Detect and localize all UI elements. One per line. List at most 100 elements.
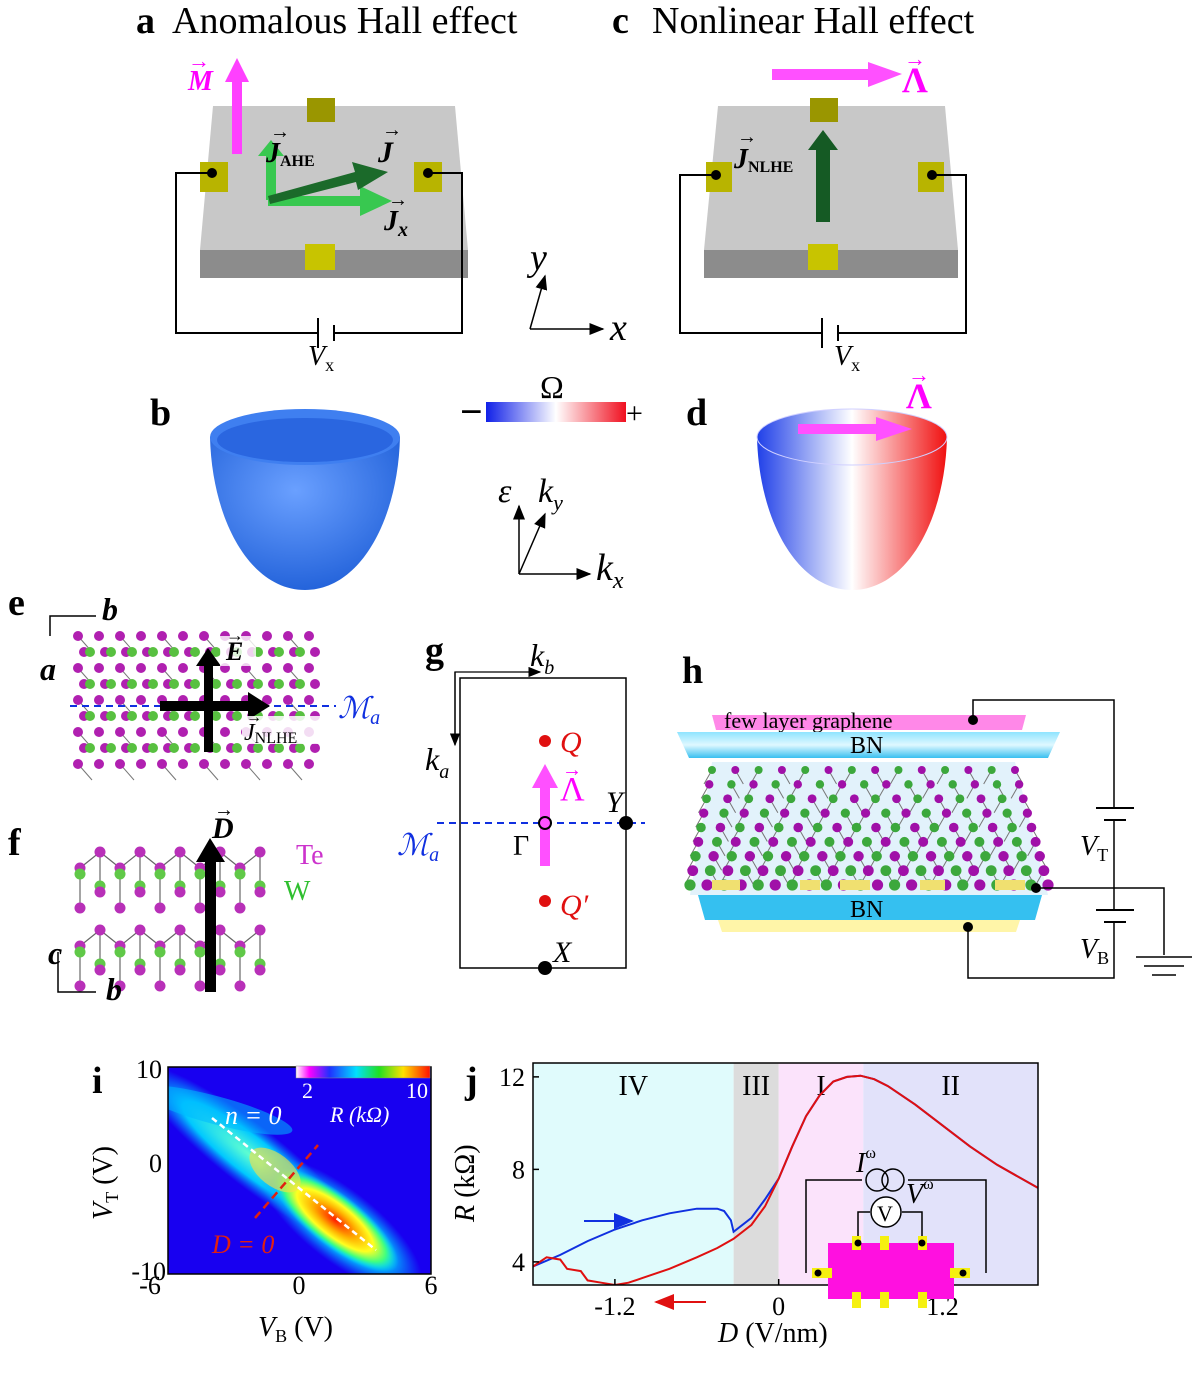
w-atom [936,836,947,847]
te-atom [234,902,246,914]
te-atom [94,886,106,898]
jahe-arrow-head [258,140,284,156]
te-atom [687,865,699,877]
jnlhe-arrow-head [248,692,270,720]
w-atom [894,766,903,774]
w-atom [907,851,919,862]
jnlhe-arrow [816,146,830,222]
te-atom [174,964,186,976]
ky-sub: y [551,490,563,515]
lambda-label: Λ [902,60,928,100]
probe-dot [959,1269,967,1277]
w-atom [771,780,780,789]
te-atom [194,902,206,914]
te-atom [115,631,125,641]
vx-sub: x [325,355,334,375]
w-atom [169,647,179,657]
svg-text:Vx: Vx [834,341,860,375]
graphene-layer [712,715,1026,730]
w-atom [727,780,736,789]
circuit-wire [857,1211,870,1243]
te-atom [722,865,734,877]
te-atom [254,886,266,898]
te-atom [73,631,83,641]
w-atom [948,780,957,789]
w-atom [702,794,711,804]
te-atom [234,980,246,992]
x-axis-label: V [258,1312,278,1343]
te-atom [964,766,973,774]
w-atom [1007,822,1017,833]
jnlhe-arrow-head [808,130,838,150]
w-atom [859,780,869,789]
circuit-wire [175,172,318,334]
omega-gradient [486,402,626,422]
kx-label: k [596,547,614,589]
region-IV [533,1063,734,1285]
circuit-wire [908,1179,987,1273]
jahe-sub: AHE [280,153,315,170]
te-atom [933,865,944,877]
red-curve [533,1074,1038,1285]
vector-arrow-icon: → [562,759,582,781]
b-axis-label: b [102,591,118,627]
te-atom [765,794,775,804]
ka-sub: a [439,761,449,783]
w-atom [815,780,825,789]
te-atom [157,631,167,641]
axes-k: ε ky kx [498,473,624,594]
w-atom [828,794,838,804]
te-atom [832,822,842,833]
current-source-icon [865,1168,889,1192]
w-atom [759,808,770,818]
y-axis-sub: T [102,1192,122,1203]
n0-line [211,1117,377,1251]
te-atom [262,759,272,769]
panel-c-title: Nonlinear Hall effect [652,0,975,42]
omega-plus: + [626,397,643,430]
te-atom [705,780,714,789]
vb-sub: B [1097,948,1109,968]
w-atom [941,766,950,774]
te-atom [94,695,104,705]
w-atom [968,822,978,833]
w-atom [169,679,179,689]
w-atom [711,836,722,847]
w-atom [740,865,751,877]
bn-bottom-label: BN [850,897,883,923]
bn-top-label: BN [850,733,883,759]
ka-label: k [425,741,440,777]
te-atom [178,663,188,673]
w-atom [194,946,206,958]
voltmeter-label: V [877,1201,893,1226]
w-atom [754,766,763,774]
omega-label: Ω [540,369,564,405]
w-atom [871,851,882,862]
te-atom [304,631,314,641]
svg-text:VB: VB [1080,934,1109,968]
vector-arrow-icon: → [382,119,402,141]
i-omega-sup: ω [865,1145,876,1162]
cbar-label: R (kΩ) [329,1102,389,1127]
te-atom [906,879,918,891]
panel-i-label: i [92,1060,103,1102]
contact-top [810,98,838,122]
panel-i: i n = 0 D = 0 2 10 R (kΩ) -6 0 6 10 0 -1… [88,1055,438,1346]
w-atom [899,836,910,847]
w-atom [904,780,913,789]
w-atom [85,711,95,721]
panel-g-label: g [425,630,444,672]
electrode-strip [920,880,945,890]
te-atom [174,924,186,936]
w-atom [74,946,86,958]
svg-text:R (kΩ): R (kΩ) [450,1144,481,1223]
panel-h: h few layer graphene BN BN VT VB [677,650,1192,979]
svg-text:ℳa: ℳa [338,692,380,729]
panel-f: f D → Te W c b [8,799,324,1007]
y-axis-unit: (V) [88,1146,119,1192]
electrode-strip [995,880,1025,890]
w-atom [106,679,116,689]
w-atom [234,868,246,880]
te-atom [214,964,226,976]
w-atom [1002,808,1012,818]
